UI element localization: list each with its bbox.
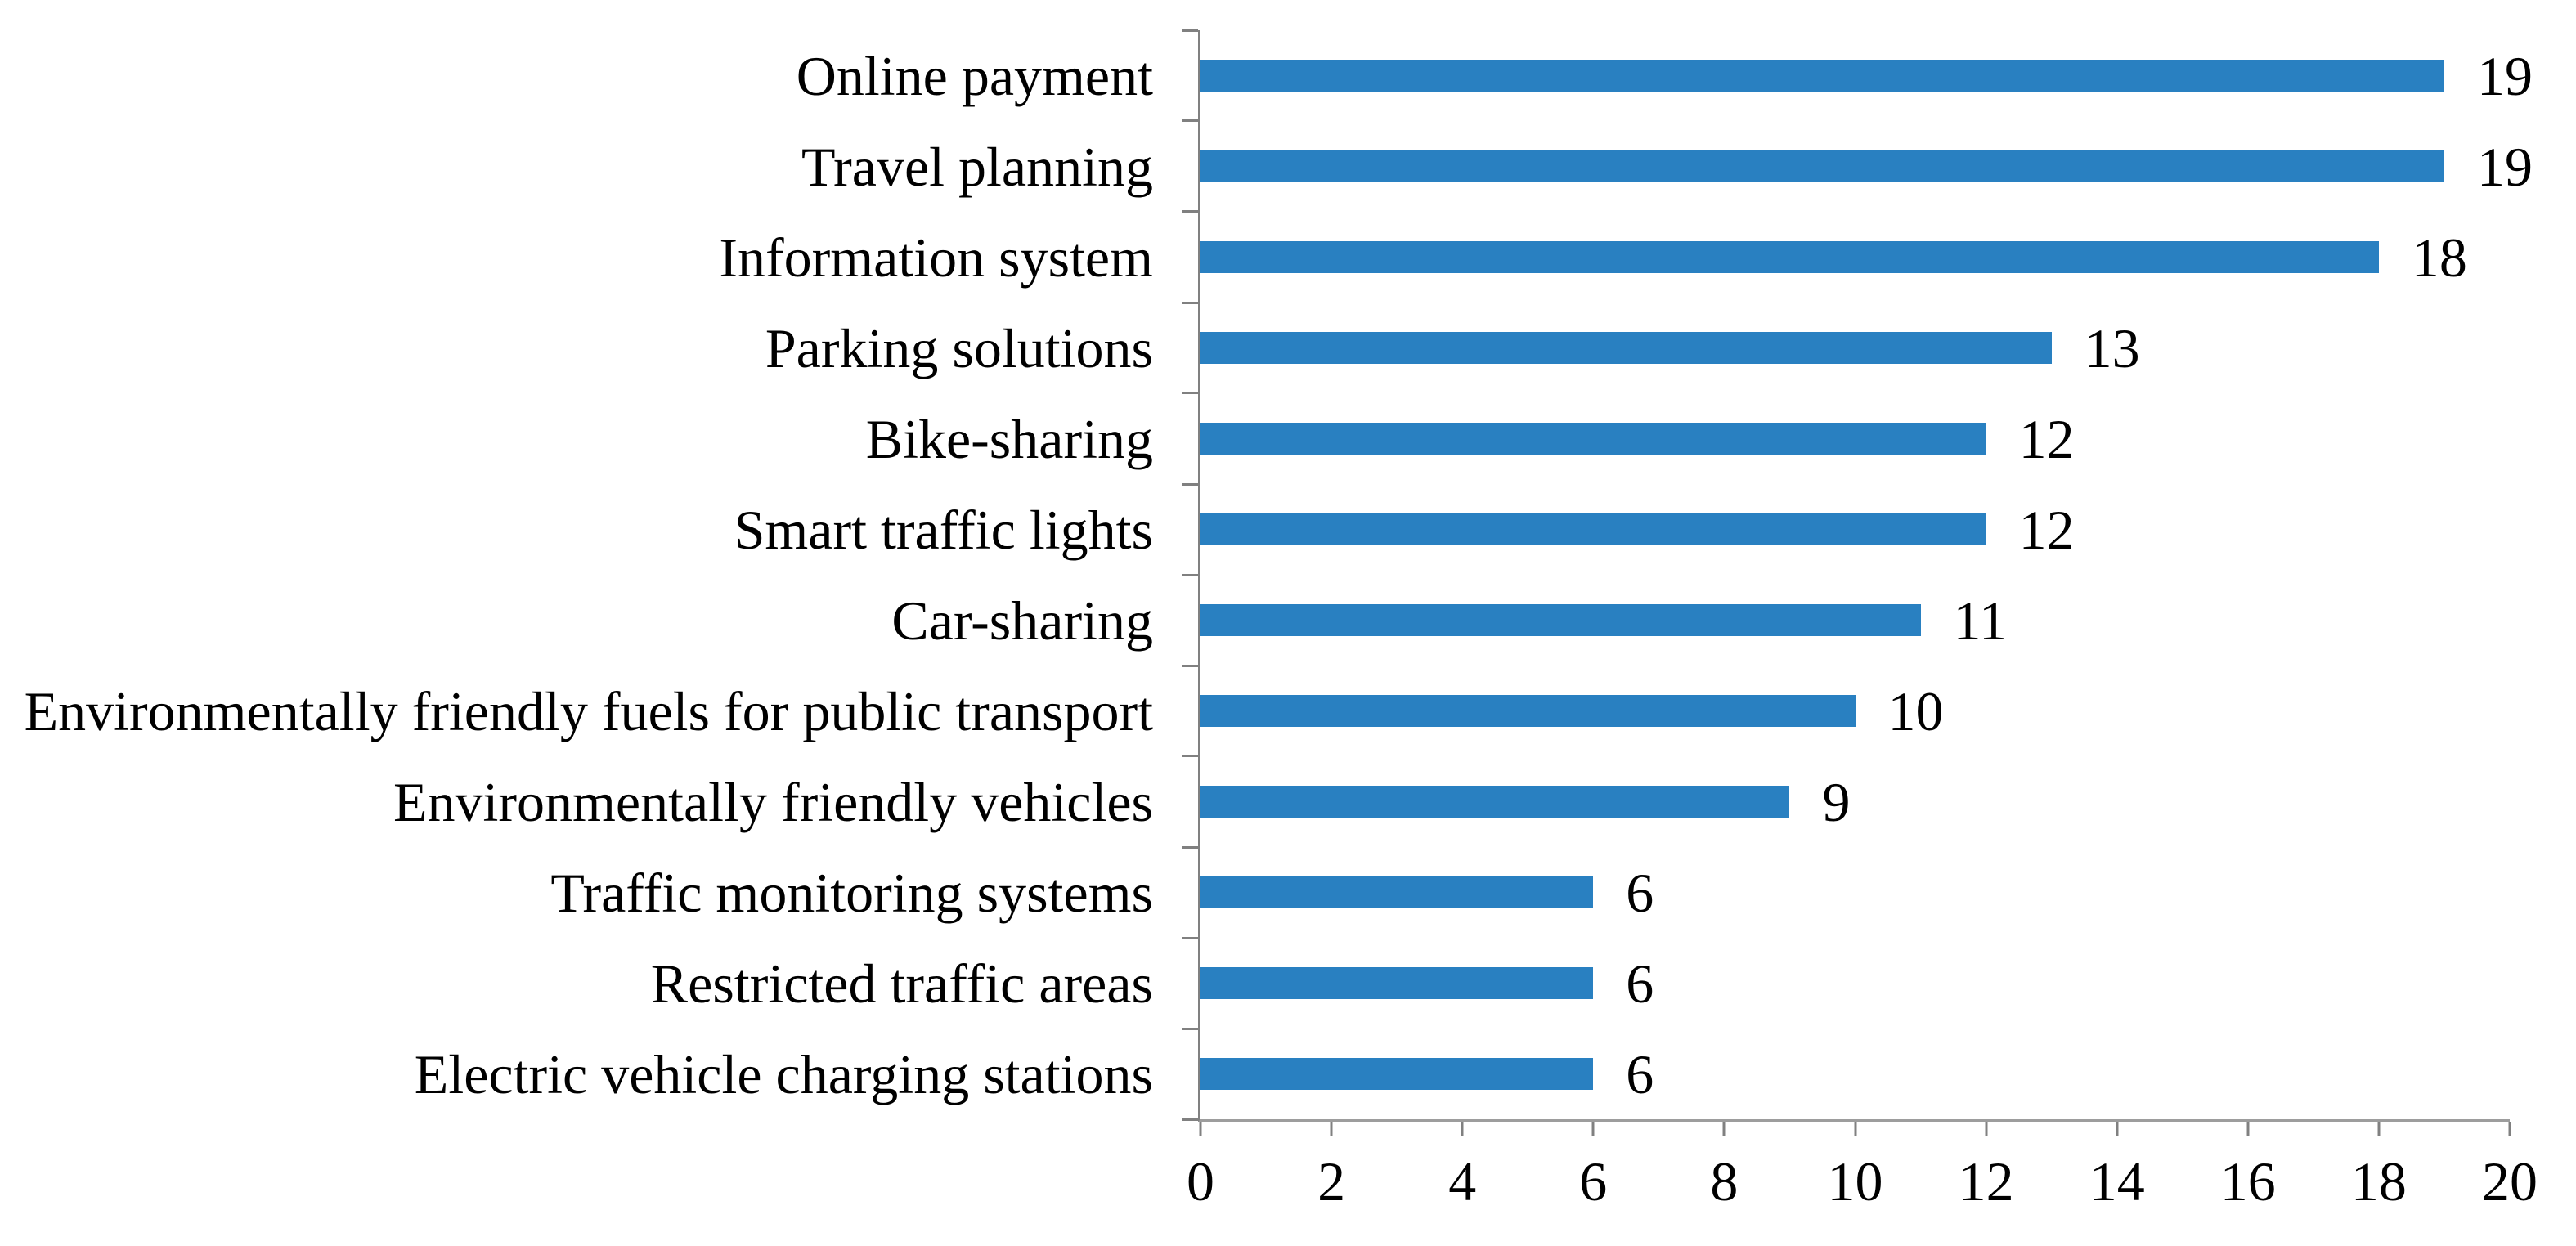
x-axis-tick-label: 20 — [2482, 1150, 2538, 1212]
y-axis-tick — [1182, 210, 1198, 213]
y-axis-tick — [1182, 1027, 1198, 1030]
bar — [1200, 603, 1921, 637]
x-axis-tick — [2508, 1122, 2511, 1136]
category-label: Online payment — [796, 44, 1153, 107]
bar-row: Travel planning 19 — [801, 121, 2533, 212]
y-axis-tick — [1182, 29, 1198, 32]
value-label: 13 — [2084, 316, 2140, 379]
x-axis-tick-label: 16 — [2219, 1150, 2276, 1212]
x-axis-tick — [2246, 1122, 2250, 1136]
bar — [1200, 513, 1986, 546]
bar — [1200, 1057, 1594, 1091]
x-axis-tick-label: 18 — [2350, 1150, 2407, 1212]
value-label: 12 — [2018, 498, 2075, 561]
category-label: Environmentally friendly vehicles — [393, 770, 1153, 833]
value-label: 6 — [1626, 952, 1654, 1015]
bar — [1200, 240, 2379, 274]
bar — [1200, 422, 1986, 455]
x-axis-tick — [1330, 1122, 1333, 1136]
x-axis-tick-label: 14 — [2089, 1150, 2145, 1212]
value-label: 10 — [1887, 679, 1944, 742]
x-axis-tick-label: 8 — [1710, 1150, 1739, 1212]
x-axis-tick — [1722, 1122, 1726, 1136]
bar-row: Electric vehicle charging stations 6 — [415, 1029, 2510, 1119]
plot-area: Online payment 19 Travel planning 19 Informa… — [25, 29, 2538, 1209]
x-axis-tick-label: 6 — [1579, 1150, 1608, 1212]
category-label: Environmentally friendly fuels for publi… — [24, 679, 1153, 742]
x-axis-tick — [1854, 1122, 1856, 1136]
y-axis-tick — [1182, 845, 1198, 849]
value-label: 6 — [1626, 1042, 1654, 1105]
x-axis-tick-label: 0 — [1187, 1150, 1214, 1212]
category-label: Information system — [719, 226, 1153, 289]
category-label: Restricted traffic areas — [650, 952, 1153, 1015]
bar-row: Information system 18 — [719, 212, 2510, 303]
y-axis-tick — [1182, 119, 1198, 123]
value-label: 12 — [2018, 407, 2075, 470]
y-axis-tick — [1182, 392, 1198, 395]
x-axis-tick — [1985, 1122, 1988, 1136]
bar-row: Online payment 19 — [797, 30, 2533, 121]
bar — [1200, 59, 2444, 92]
bar-rows: Online payment 19 Travel planning 19 Informa… — [25, 30, 2533, 1119]
category-label: Car-sharing — [891, 589, 1153, 652]
bar — [1200, 876, 1594, 909]
bar-row: Car-sharing 11 — [891, 575, 2510, 666]
bar — [1200, 150, 2444, 183]
value-label: 19 — [2476, 135, 2533, 198]
bar — [1200, 785, 1790, 818]
y-axis-tick — [1182, 1118, 1198, 1121]
bar-row: Restricted traffic areas 6 — [651, 938, 2510, 1029]
value-label: 9 — [1822, 770, 1851, 833]
value-label: 18 — [2411, 226, 2467, 289]
x-axis-tick — [1199, 1122, 1202, 1136]
x-axis-tick — [2377, 1122, 2381, 1136]
x-axis-tick — [1591, 1122, 1595, 1136]
bar-row: Environmentally friendly fuels for publi… — [25, 666, 2510, 756]
x-axis-tick-label: 10 — [1827, 1150, 1883, 1212]
bar — [1200, 694, 1856, 728]
category-label: Parking solutions — [765, 316, 1153, 379]
bar — [1200, 966, 1594, 1000]
category-label: Traffic monitoring systems — [550, 861, 1153, 924]
category-label: Travel planning — [801, 135, 1153, 198]
x-axis-tick-label: 4 — [1448, 1150, 1477, 1212]
bar — [1200, 331, 2052, 365]
x-axis-tick — [2116, 1122, 2119, 1136]
category-label: Smart traffic lights — [734, 498, 1153, 561]
bar-row: Parking solutions 13 — [765, 303, 2510, 393]
category-label: Electric vehicle charging stations — [414, 1042, 1153, 1105]
x-axis-tick-label: 2 — [1317, 1150, 1346, 1212]
y-axis-tick — [1182, 482, 1198, 486]
value-label: 6 — [1626, 861, 1654, 924]
bar-row: Smart traffic lights 12 — [734, 484, 2510, 575]
x-axis-tick — [1461, 1122, 1464, 1136]
y-axis-tick — [1182, 755, 1198, 758]
bar-row: Environmentally friendly vehicles 9 — [393, 756, 2510, 847]
value-label: 19 — [2476, 44, 2533, 107]
value-label: 11 — [1953, 589, 2008, 652]
y-axis-tick — [1182, 936, 1198, 939]
y-axis-tick — [1182, 573, 1198, 576]
y-axis-tick — [1182, 301, 1198, 304]
bar-row: Traffic monitoring systems 6 — [550, 847, 2510, 938]
category-label: Bike-sharing — [865, 407, 1153, 470]
y-axis-tick — [1182, 664, 1198, 667]
x-axis-tick-label: 12 — [1958, 1150, 2014, 1212]
bar-row: Bike-sharing 12 — [866, 393, 2510, 484]
